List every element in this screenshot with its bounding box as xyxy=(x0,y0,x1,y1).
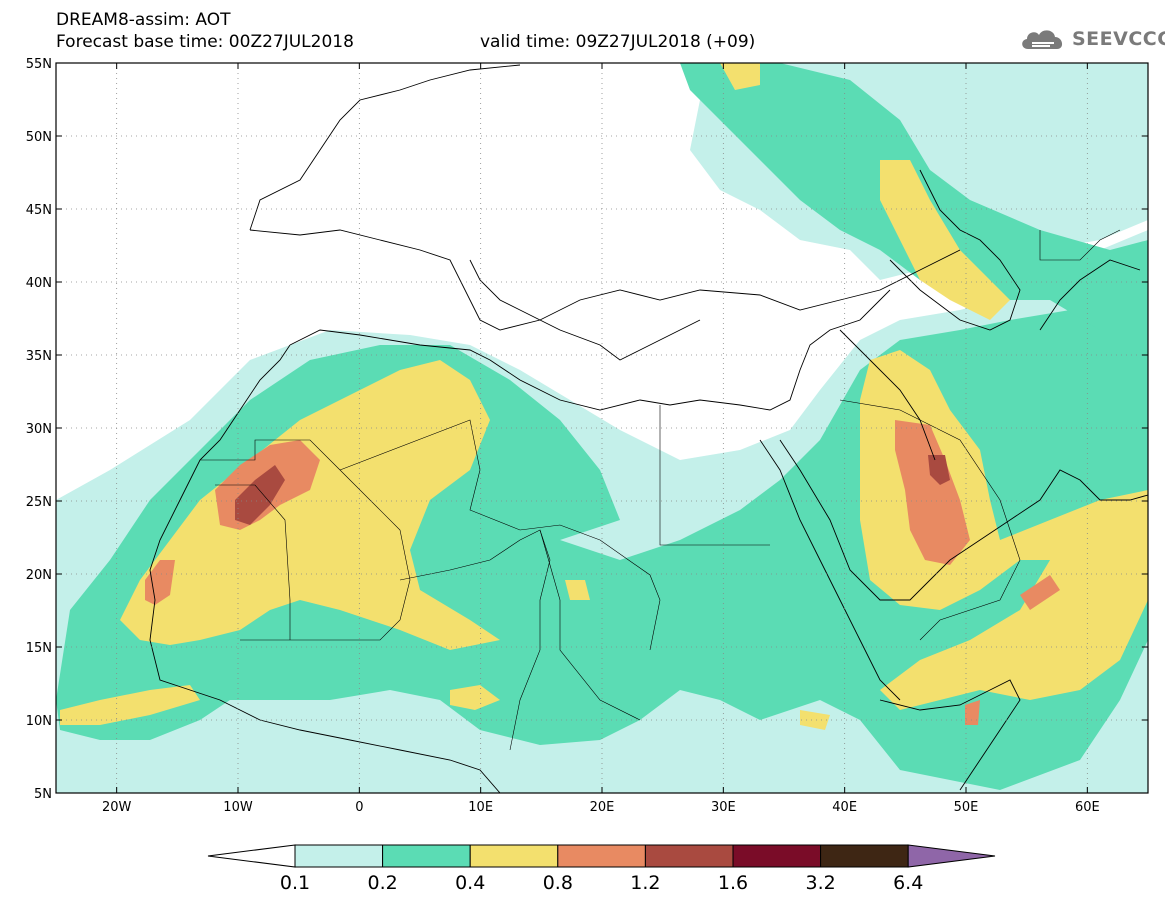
lon-axis: 20W 10W 0 10E 20E 30E 40E 50E 60E xyxy=(102,63,1100,815)
cloud-icon xyxy=(1022,30,1063,49)
colorbar-level-label: 3.2 xyxy=(805,872,835,894)
lon-tick-label: 20W xyxy=(102,800,132,815)
colorbar-high-arrow xyxy=(907,844,996,868)
lat-tick-label: 55N xyxy=(26,57,52,72)
colorbar-box xyxy=(294,844,384,868)
lat-tick-label: 5N xyxy=(34,787,52,802)
colorbar-level-label: 6.4 xyxy=(893,872,923,894)
lon-tick-label: 50E xyxy=(954,800,979,815)
aot-level-1-2 xyxy=(235,455,950,525)
colorbar-box xyxy=(469,844,559,868)
lon-tick-label: 0 xyxy=(355,800,363,815)
lat-tick-label: 40N xyxy=(26,276,52,291)
coastlines xyxy=(149,64,1148,793)
colorbar-box xyxy=(820,844,909,868)
lat-tick-label: 15N xyxy=(26,641,52,656)
colorbar: 0.1 0.2 0.4 0.8 1.2 1.6 3.2 6.4 xyxy=(207,844,996,894)
colorbar-box xyxy=(382,844,471,868)
lat-tick-label: 20N xyxy=(26,568,52,583)
lat-tick-label: 45N xyxy=(26,203,52,218)
colorbar-level-label: 0.4 xyxy=(455,872,485,894)
colorbar-level-label: 0.2 xyxy=(367,872,397,894)
logo-text: SEEVCCC xyxy=(1072,28,1165,50)
colorbar-level-label: 0.1 xyxy=(280,872,310,894)
colorbar-level-label: 0.8 xyxy=(543,872,573,894)
country-borders xyxy=(200,229,1121,751)
colorbar-level-label: 1.6 xyxy=(718,872,748,894)
lon-tick-label: 10W xyxy=(223,800,253,815)
lon-tick-label: 40E xyxy=(832,800,857,815)
map-title: DREAM8-assim: AOT xyxy=(56,10,231,30)
forecast-base-time: Forecast base time: 00Z27JUL2018 xyxy=(56,32,354,52)
colorbar-box xyxy=(557,844,646,868)
lat-tick-label: 30N xyxy=(26,422,52,437)
lat-tick-label: 10N xyxy=(26,714,52,729)
lat-tick-label: 50N xyxy=(26,130,52,145)
lon-tick-label: 10E xyxy=(468,800,493,815)
colorbar-box xyxy=(732,844,822,868)
colorbar-low-arrow xyxy=(207,844,296,868)
colorbar-level-label: 1.2 xyxy=(630,872,660,894)
lat-axis: 55N 50N 45N 40N 35N 30N 25N 20N 15N 10N 5N xyxy=(26,57,1148,802)
lon-tick-label: 20E xyxy=(590,800,615,815)
lon-tick-label: 60E xyxy=(1075,800,1100,815)
lon-tick-label: 30E xyxy=(711,800,736,815)
lat-lon-grid xyxy=(56,63,1148,793)
lat-tick-label: 25N xyxy=(26,495,52,510)
valid-time: valid time: 09Z27JUL2018 (+09) xyxy=(480,32,756,52)
colorbar-box xyxy=(644,844,734,868)
lat-tick-label: 35N xyxy=(26,349,52,364)
seevccc-logo: SEEVCCC xyxy=(1018,24,1165,54)
